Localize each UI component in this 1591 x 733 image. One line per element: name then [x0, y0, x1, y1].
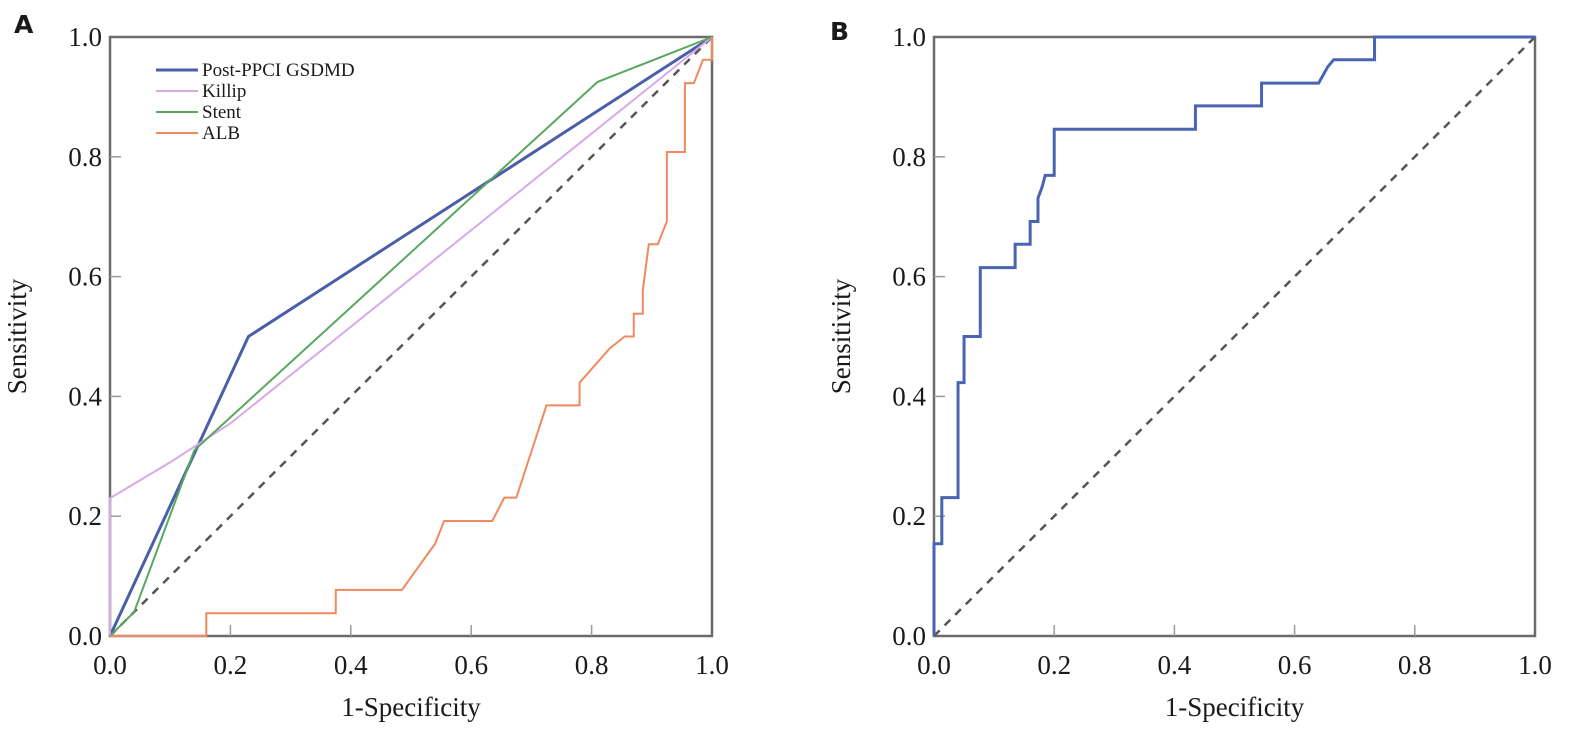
y-tick-label: 0.0 [68, 621, 102, 651]
series-line-alb [110, 37, 713, 637]
y-tick-label: 0.4 [892, 381, 926, 411]
y-tick-label: 0.2 [68, 501, 102, 531]
y-tick-label: 1.0 [892, 22, 926, 52]
x-axis-title: 1-Specificity [341, 692, 481, 722]
x-tick-label: 0.4 [334, 650, 368, 680]
x-tick-label: 0.2 [214, 650, 248, 680]
x-tick-label: 1.0 [1518, 650, 1552, 680]
plot-frame [108, 35, 714, 638]
y-tick-label: 0.8 [892, 142, 926, 172]
y-tick-label: 0.6 [892, 262, 926, 292]
series-line-stent [109, 36, 713, 637]
x-tick-label: 0.0 [93, 650, 127, 680]
x-tick-label: 0.6 [454, 650, 488, 680]
legend-label: Stent [202, 102, 242, 123]
legend-label: ALB [202, 123, 240, 144]
y-tick-label: 0.4 [68, 381, 102, 411]
y-axis-title: Sensitivity [2, 278, 32, 394]
legend-label: Post-PPCI GSDMD [202, 60, 355, 81]
series-line-killip [109, 36, 713, 636]
y-tick-label: 0.2 [892, 501, 926, 531]
x-tick-label: 0.0 [917, 650, 951, 680]
x-tick-label: 0.4 [1158, 650, 1192, 680]
x-tick-label: 0.8 [575, 650, 609, 680]
reference-line [933, 36, 1536, 637]
series-line-post-ppci-gsdmd [108, 35, 713, 637]
y-tick-label: 0.6 [68, 262, 102, 292]
legend-label: Killip [202, 81, 246, 102]
panel-label-b: B [830, 17, 849, 46]
x-axis-title: 1-Specificity [1165, 692, 1305, 722]
y-tick-label: 0.0 [892, 621, 926, 651]
y-tick-label: 1.0 [68, 22, 102, 52]
x-tick-label: 0.2 [1037, 650, 1071, 680]
y-tick-label: 0.8 [68, 142, 102, 172]
plot-frame [932, 35, 1537, 638]
x-tick-label: 0.6 [1278, 650, 1312, 680]
x-tick-label: 1.0 [695, 650, 729, 680]
reference-line [109, 36, 713, 637]
x-tick-label: 0.8 [1398, 650, 1432, 680]
series-line-roc [932, 35, 1535, 636]
y-axis-title: Sensitivity [826, 278, 856, 394]
panel-label-a: A [14, 10, 34, 39]
